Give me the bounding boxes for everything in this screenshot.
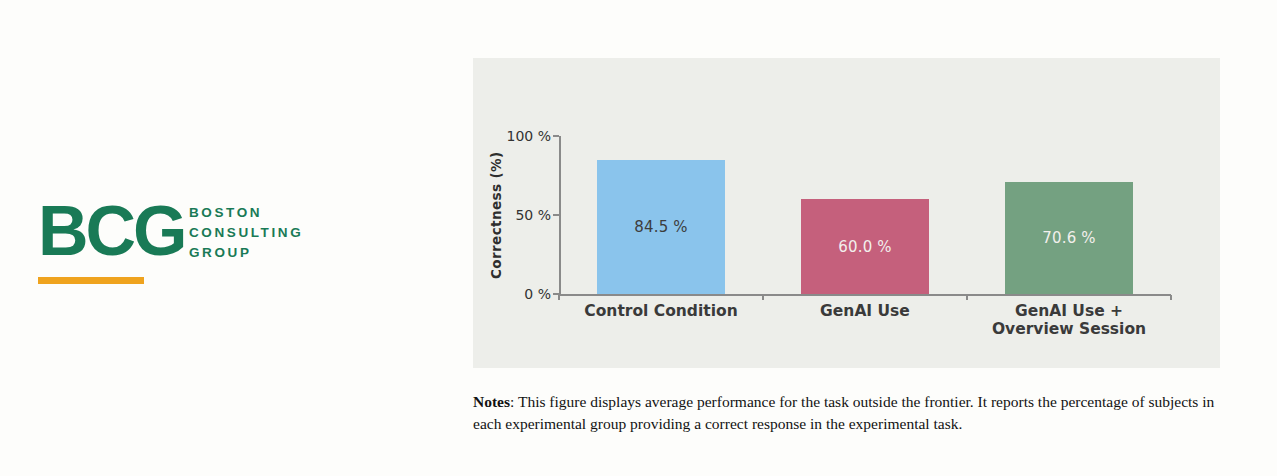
bcg-logo-gold-underline (38, 277, 144, 284)
bar-value-label-2: 70.6 % (1042, 229, 1096, 247)
category-label-2: GenAI Use + Overview Session (967, 303, 1171, 338)
wordmark-line-boston: BOSTON (189, 203, 303, 223)
y-tick-label-100: 100 % (473, 127, 551, 145)
bar-value-label-0: 84.5 % (634, 218, 688, 236)
y-tick-mark-100 (553, 135, 559, 137)
y-axis-line (559, 136, 561, 294)
x-tick-mark-1 (762, 295, 764, 300)
notes-text: : This figure displays average performan… (473, 393, 1214, 432)
y-tick-label-0: 0 % (473, 285, 551, 303)
x-tick-mark-3 (1170, 295, 1172, 300)
x-axis-line (559, 294, 1171, 296)
y-tick-mark-50 (553, 214, 559, 216)
wordmark-line-group: GROUP (189, 243, 303, 263)
category-label-0: Control Condition (559, 303, 763, 321)
wordmark-line-consulting: CONSULTING (189, 223, 303, 243)
chart-panel: Correctness (%) 0 %50 %100 %84.5 %Contro… (473, 58, 1220, 368)
x-tick-mark-0 (558, 295, 560, 300)
notes-label: Notes (473, 393, 510, 410)
x-tick-mark-2 (966, 295, 968, 300)
chart-bar-1: 60.0 % (801, 199, 929, 294)
figure-notes: Notes: This figure displays average perf… (473, 391, 1223, 434)
category-label-1: GenAI Use (763, 303, 967, 321)
chart-bar-0: 84.5 % (597, 160, 725, 294)
y-tick-label-50: 50 % (473, 206, 551, 224)
bar-value-label-1: 60.0 % (838, 238, 892, 256)
bcg-logo-monogram: BCG (38, 196, 185, 266)
bcg-logo-wordmark: BOSTON CONSULTING GROUP (189, 203, 303, 263)
chart-bar-2: 70.6 % (1005, 182, 1133, 294)
